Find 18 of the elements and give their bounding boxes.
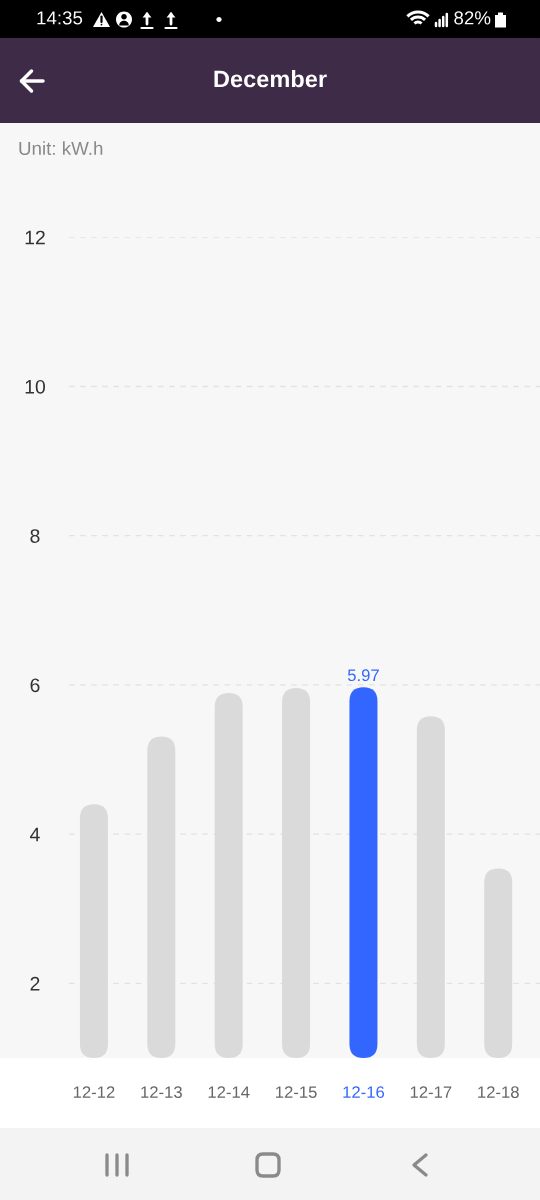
x-tick-label: 12-17: [410, 1086, 452, 1098]
y-tick-label: 2: [30, 976, 40, 991]
x-tick-label: 12-13: [141, 1086, 182, 1099]
data-label: 5.97: [347, 669, 379, 682]
x-tick-label: 12-14: [208, 1086, 250, 1098]
text: 82%: [454, 11, 491, 25]
y-tick-label: 10: [25, 379, 46, 394]
x-tick-label: 12-16: [343, 1086, 385, 1099]
y-axis-title: Unit: kW.h: [19, 141, 103, 156]
text: 14:35: [37, 11, 83, 25]
y-tick-label: 12: [25, 230, 45, 245]
x-tick-label: 12-15: [276, 1086, 317, 1099]
y-tick-label: 8: [30, 529, 40, 543]
y-tick-label: 4: [30, 827, 40, 842]
x-tick-label: 12-12: [73, 1086, 115, 1098]
x-tick-label: 12-18: [478, 1086, 519, 1099]
y-tick-label: 6: [30, 678, 40, 693]
chart-title: December: [214, 70, 327, 88]
